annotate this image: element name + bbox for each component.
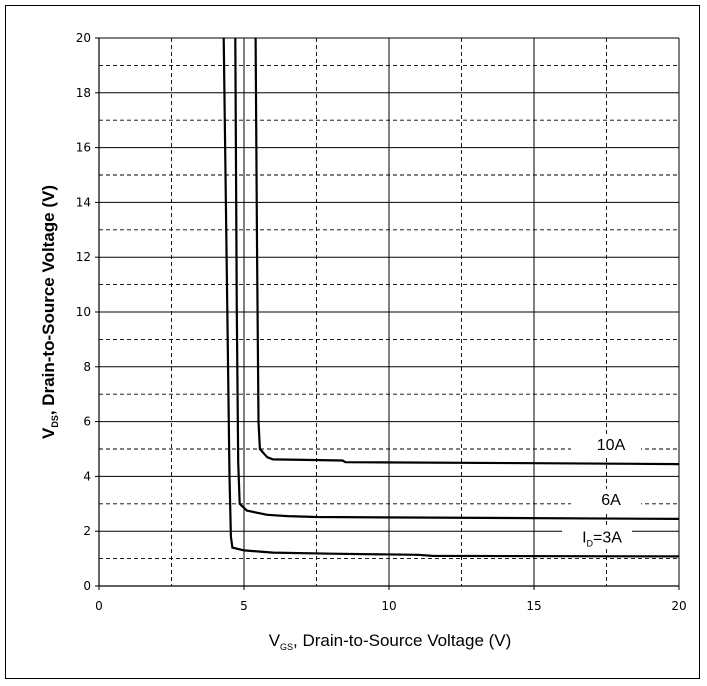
x-tick-label: 10	[381, 599, 396, 613]
x-tick-label: 20	[671, 599, 686, 613]
y-tick-label: 10	[76, 305, 91, 319]
series-curve-1	[234, 37, 680, 520]
y-tick-label: 2	[83, 524, 91, 538]
y-tick-label: 8	[83, 360, 91, 374]
series-curve-0	[222, 37, 680, 558]
curve-labels: ID=3A 6A 10A	[562, 434, 641, 549]
y-tick-label: 16	[76, 141, 91, 155]
curve-label-bg	[571, 434, 641, 457]
curve-label-1: 6A	[601, 492, 621, 509]
series-curve-2	[254, 37, 680, 466]
y-tick-label: 18	[76, 86, 91, 100]
y-tick-label: 0	[83, 579, 91, 593]
curves	[222, 37, 680, 558]
x-tick-label: 15	[526, 599, 541, 613]
curve-label-bg	[571, 488, 641, 511]
chart-frame	[5, 5, 700, 679]
curve-label-2: 10A	[597, 437, 626, 454]
y-tick-label: 14	[76, 195, 91, 209]
curve-label-bg	[562, 526, 632, 549]
x-tick-labels: 0 5 10 15 20	[95, 599, 686, 613]
x-tick-label: 5	[240, 599, 248, 613]
x-tick-label: 0	[95, 599, 103, 613]
y-tick-label: 6	[83, 415, 91, 429]
grid	[95, 37, 680, 590]
y-tick-label: 12	[76, 250, 91, 264]
y-tick-label: 20	[76, 31, 91, 45]
curve-label-0: ID=3A	[582, 529, 622, 548]
y-tick-labels: 0 2 4 6 8 10 12 14 16 18 20	[76, 31, 91, 593]
y-axis-label: VDS, Drain-to-Source Voltage (V)	[39, 185, 60, 439]
x-axis-label: VGS, Drain-to-Source Voltage (V)	[269, 631, 512, 652]
y-tick-label: 4	[83, 469, 91, 483]
